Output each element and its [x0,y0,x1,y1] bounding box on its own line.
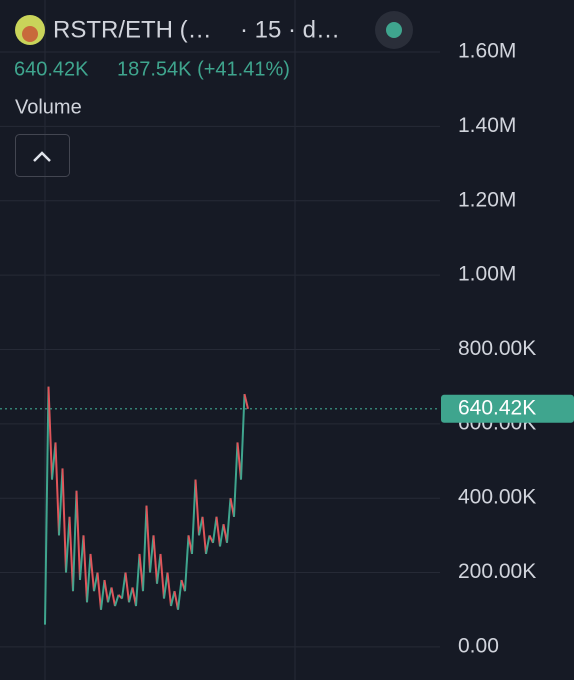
y-tick-label: 1.00M [458,263,516,286]
last-value: 640.42K [14,58,89,80]
price-segment [194,479,200,536]
last-value-box [441,394,574,423]
price-segment [142,505,148,592]
price-segment [124,572,130,603]
status-dot [386,22,402,38]
price-segment [89,553,95,592]
collapse-button[interactable] [15,134,70,177]
price-segment [233,442,239,517]
price-segment [184,535,190,592]
y-tick-label: 200.00K [458,560,536,583]
price-segment [159,553,165,599]
price-segment [65,516,71,573]
y-tick-label: 1.40M [458,114,516,137]
price-segment [145,505,151,573]
price-segment [191,479,197,555]
price-segment [96,572,102,610]
last-value-label: 640.42K [458,396,536,419]
price-segment [107,587,113,603]
price-segment [152,535,158,584]
price-segment [212,516,218,543]
y-tick-label: 800.00K [458,337,536,360]
y-tick-label: 400.00K [458,486,536,509]
price-segment [149,535,155,573]
price-segment [114,594,120,607]
price-segment [54,442,60,536]
price-segment [47,386,53,480]
price-segment [61,468,67,573]
symbol-title: RSTR/ETH (… [53,16,212,43]
plot [0,51,440,648]
indicator-name: Volume [15,96,82,118]
price-segment [75,490,81,581]
price-segment [177,579,183,610]
price-segment [240,394,246,480]
price-segment [135,553,141,607]
price-segment [215,516,221,547]
price-segment [68,516,74,592]
price-segment [226,498,232,543]
price-segment [103,579,109,603]
price-segment [110,587,116,607]
change: 187.54K (+41.41%) [117,58,290,80]
y-tick-label: 0.00 [458,634,499,657]
price-segment [44,386,50,625]
price-segment [170,590,176,607]
price-segment [128,587,134,603]
price-segment [219,524,225,547]
price-segment [243,393,249,410]
price-segment [166,572,172,607]
avatar-figure [22,26,38,42]
price-segment [82,535,88,603]
price-segment [121,572,127,599]
price-segment [201,516,207,555]
price-segment [100,579,106,610]
chevron-up [33,151,51,162]
y-tick-label: 1.20M [458,188,516,211]
price-segment [205,535,211,555]
interval: · 15 · d… [240,16,340,43]
price-segment [86,553,92,603]
y-tick-label: 1.60M [458,40,516,63]
price-segment [72,490,78,592]
price-segment [163,572,169,599]
